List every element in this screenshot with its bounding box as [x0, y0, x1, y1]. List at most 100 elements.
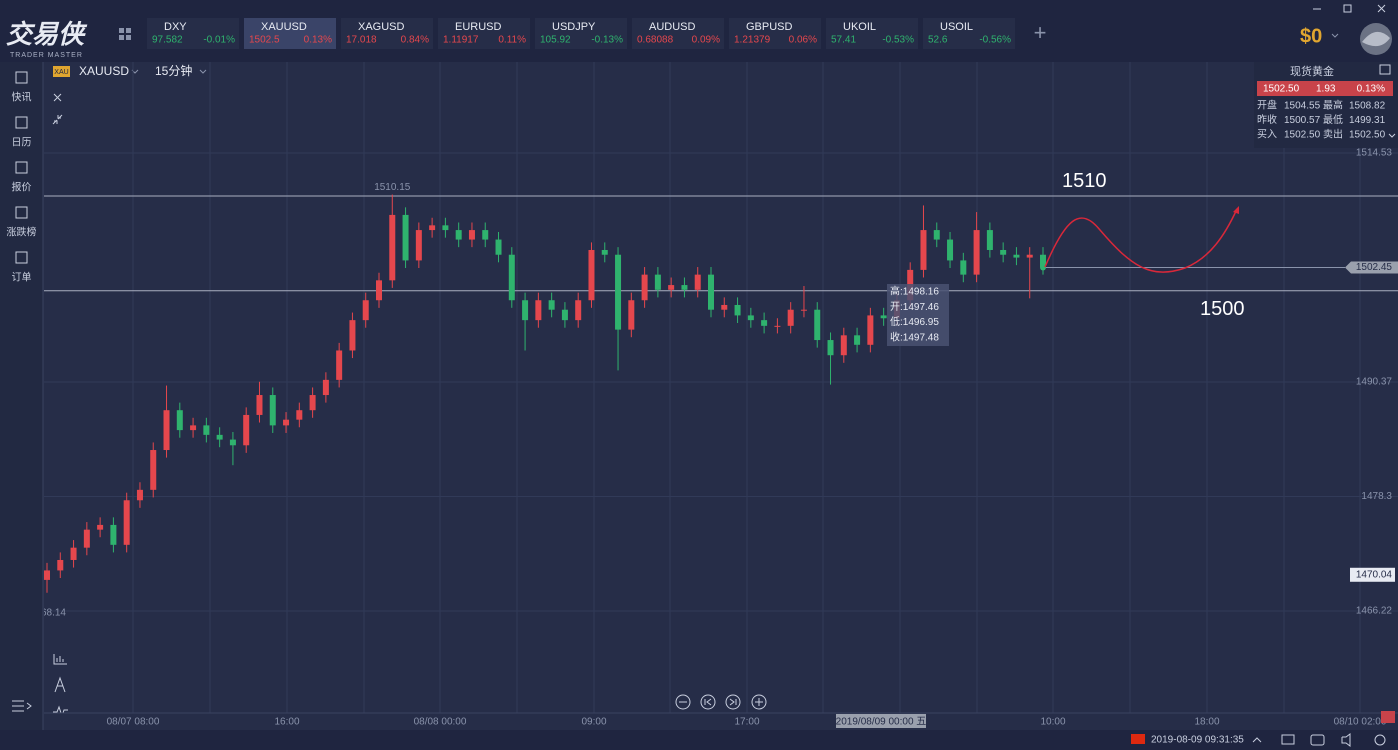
ticker-cell[interactable]: EURUSD 1.11917 0.11%: [438, 18, 530, 49]
sidebar: [0, 62, 43, 750]
zoom-out[interactable]: [675, 694, 691, 710]
x-tick-label: 08/07 08:00: [107, 717, 160, 728]
candle-body: [973, 230, 980, 275]
sidebar-item[interactable]: 涨跌榜: [7, 206, 37, 239]
ticker-bg: [826, 18, 918, 49]
status-datetime: 2019-08-09 09:31:35: [1151, 735, 1244, 746]
candle-body: [986, 230, 993, 250]
candle-body: [429, 225, 436, 231]
candle-body: [309, 395, 316, 411]
scroll-end[interactable]: [725, 694, 741, 710]
x-tick-label: 08/10 02:00: [1334, 717, 1387, 728]
ticker-bg: [341, 18, 433, 49]
sidebar-item[interactable]: 日历: [12, 116, 32, 149]
sidebar-icon: [15, 161, 28, 174]
ticker-cell[interactable]: USDJPY 105.92 -0.13%: [535, 18, 627, 49]
menu-toggle[interactable]: [12, 700, 32, 712]
ticker-cell[interactable]: DXY 97.582 -0.01%: [147, 18, 239, 49]
tooltip-row: 开:1497.46: [890, 302, 939, 313]
scroll-start[interactable]: [700, 694, 716, 710]
close-button[interactable]: [1377, 4, 1386, 13]
symbol-badge: XAU: [54, 69, 68, 76]
last-price-dot: [1040, 264, 1046, 271]
indicator-tool[interactable]: [53, 654, 67, 665]
ticker-change: 0.13%: [304, 35, 332, 46]
sidebar-label: 快讯: [12, 92, 32, 104]
ticker-bg: [632, 18, 724, 49]
candle-body: [867, 315, 874, 345]
quote-value: 1508.82: [1349, 101, 1386, 112]
sidebar-item[interactable]: 订单: [12, 251, 32, 284]
tooltip-row: 高:1498.16: [890, 285, 939, 298]
wave-tool[interactable]: [53, 705, 68, 718]
candle-body: [70, 547, 77, 560]
candle-body: [110, 524, 117, 545]
last-price-label: 1502.45: [1356, 262, 1393, 273]
sidebar-item[interactable]: 快讯: [12, 71, 32, 104]
candle-body: [814, 309, 821, 341]
ticker-cell[interactable]: GBPUSD 1.21379 0.06%: [729, 18, 821, 49]
forecast-arrow: [1233, 206, 1239, 214]
candle-body: [203, 425, 210, 435]
interval-selector[interactable]: 15分钟: [155, 63, 192, 78]
alert-badge[interactable]: [1381, 711, 1395, 723]
window-icon[interactable]: [1281, 734, 1295, 745]
ticker-cell[interactable]: AUDUSD 0.68088 0.09%: [632, 18, 724, 49]
ticker-price: 1.11917: [443, 35, 479, 46]
ticker-cell[interactable]: USOIL 52.6 -0.56%: [923, 18, 1015, 49]
y-tick-label: 1466.22: [1356, 606, 1393, 617]
status-expand[interactable]: [1252, 737, 1262, 743]
status-bar: [0, 730, 1398, 750]
flag-icon: [1131, 734, 1145, 744]
candle-body: [336, 350, 343, 380]
balance[interactable]: $0: [1300, 25, 1322, 47]
ticker-cell[interactable]: UKOIL 57.41 -0.53%: [826, 18, 918, 49]
candle-body: [575, 300, 582, 321]
candle-body: [389, 214, 396, 281]
zoom-in[interactable]: [751, 694, 767, 710]
ticker-strip: DXY 97.582 -0.01% XAUUSD 1502.5 0.13% XAGUSD 17…: [147, 18, 1015, 49]
quote-expand[interactable]: [1388, 133, 1396, 138]
close-chart[interactable]: [53, 93, 62, 102]
min-low-label: 1468.14: [30, 607, 67, 618]
collapse-chart[interactable]: [52, 114, 63, 125]
quote-change-pct: 0.13%: [1357, 84, 1385, 95]
ticker-bg: [923, 18, 1015, 49]
candle-body: [495, 239, 502, 255]
sidebar-icon: [15, 251, 28, 264]
sidebar-item[interactable]: 报价: [12, 161, 32, 194]
ticker-name: XAGUSD: [358, 21, 405, 33]
settings-icon[interactable]: [1374, 734, 1386, 746]
candle-body: [933, 230, 940, 240]
quote-label: 开盘: [1257, 99, 1277, 112]
x-tick-label: 10:00: [1040, 717, 1065, 728]
ticker-cell[interactable]: XAGUSD 17.018 0.84%: [341, 18, 433, 49]
plot: 1510.15 1468.14: [30, 182, 1046, 618]
y-tick-label: 1514.53: [1356, 148, 1393, 159]
quote-panel-toggle[interactable]: [1379, 64, 1391, 75]
candle-body: [761, 320, 768, 326]
balance-dropdown[interactable]: [1331, 33, 1339, 38]
candle-body: [322, 379, 329, 396]
ticker-change: -0.53%: [882, 35, 914, 46]
candle-body: [734, 304, 741, 316]
candle-body: [628, 300, 635, 330]
draw-tool[interactable]: [54, 676, 66, 693]
sidebar-label: 订单: [12, 272, 32, 284]
ticker-cell[interactable]: XAUUSD 1502.5 0.13%: [244, 18, 336, 49]
add-ticker[interactable]: +: [1034, 20, 1047, 45]
candle-body: [641, 274, 648, 301]
ticker-price: 1.21379: [734, 35, 771, 46]
crosshair-price-badge: [1350, 567, 1395, 582]
ticker-name: AUDUSD: [649, 21, 696, 33]
candle-body: [1013, 254, 1020, 258]
interval-dropdown[interactable]: [199, 69, 207, 74]
symbol-selector[interactable]: XAUUSD: [79, 64, 129, 78]
maximize-button[interactable]: [1343, 4, 1352, 13]
sound-icon[interactable]: [1341, 733, 1351, 747]
grid-menu-icon[interactable]: [119, 28, 131, 40]
screenshot-icon[interactable]: [1310, 734, 1325, 746]
candle-body: [283, 419, 290, 426]
sidebar-label: 涨跌榜: [7, 226, 37, 239]
quote-value: 1500.57: [1284, 115, 1321, 126]
